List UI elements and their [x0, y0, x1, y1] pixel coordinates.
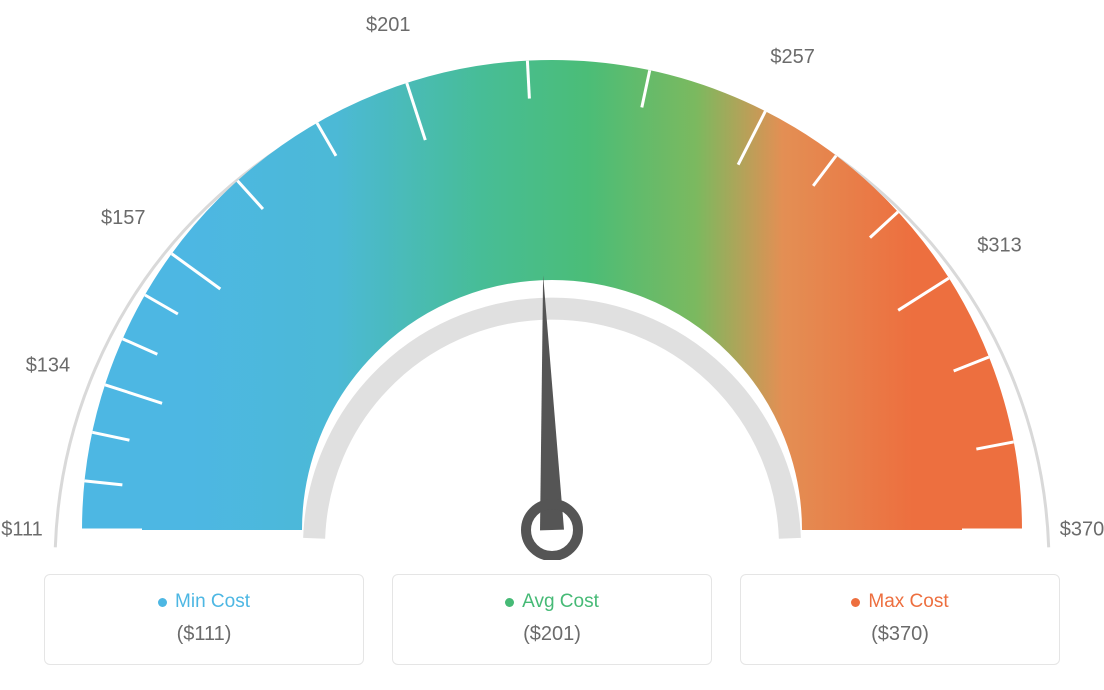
- legend-dot-icon: [505, 598, 514, 607]
- legend-label-row: Min Cost: [55, 591, 353, 613]
- legend-card-avg: Avg Cost ($201): [392, 574, 712, 665]
- legend-value: ($201): [403, 623, 701, 646]
- legend-row: Min Cost ($111) Avg Cost ($201) Max Cost ($37…: [0, 574, 1104, 665]
- svg-text:$257: $257: [770, 46, 815, 68]
- svg-text:$111: $111: [1, 518, 43, 540]
- gauge-svg: $111 $134 $157 $201 $257 $313 $370: [0, 0, 1104, 560]
- legend-label: Max Cost: [868, 591, 948, 613]
- legend-label-row: Max Cost: [751, 591, 1049, 613]
- legend-value: ($370): [751, 623, 1049, 646]
- legend-label: Min Cost: [175, 591, 250, 613]
- svg-text:$157: $157: [101, 207, 146, 229]
- svg-text:$201: $201: [366, 14, 411, 36]
- legend-card-max: Max Cost ($370): [740, 574, 1060, 665]
- cost-gauge: $111 $134 $157 $201 $257 $313 $370: [0, 0, 1104, 560]
- legend-card-min: Min Cost ($111): [44, 574, 364, 665]
- svg-text:$134: $134: [26, 355, 71, 377]
- legend-dot-icon: [851, 598, 860, 607]
- svg-text:$370: $370: [1060, 518, 1104, 540]
- legend-label: Avg Cost: [522, 591, 599, 613]
- legend-dot-icon: [158, 598, 167, 607]
- legend-label-row: Avg Cost: [403, 591, 701, 613]
- legend-value: ($111): [55, 623, 353, 646]
- svg-text:$313: $313: [977, 234, 1022, 256]
